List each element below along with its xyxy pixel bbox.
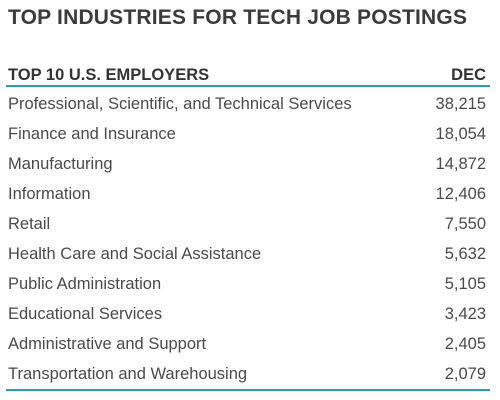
data-table: TOP 10 U.S. EMPLOYERS DEC Professional, … — [6, 55, 490, 391]
dec-value: 38,215 — [435, 94, 486, 113]
industry-label: Public Administration — [8, 274, 162, 293]
column-header-dec: DEC — [451, 66, 486, 84]
industry-label: Health Care and Social Assistance — [8, 244, 262, 263]
industry-label: Retail — [8, 214, 51, 233]
dec-value: 2,405 — [444, 334, 486, 353]
dec-value: 3,423 — [444, 304, 486, 323]
table-body: Professional, Scientific, and Technical … — [6, 87, 490, 391]
table-row: Professional, Scientific, and Technical … — [6, 89, 490, 119]
dec-value: 7,550 — [444, 214, 486, 233]
table-row: Administrative and Support 2,405 — [6, 329, 490, 359]
industry-label: Administrative and Support — [8, 334, 207, 353]
table-row: Transportation and Warehousing 2,079 — [6, 359, 490, 389]
column-header-employers: TOP 10 U.S. EMPLOYERS — [8, 66, 210, 84]
table-row: Health Care and Social Assistance 5,632 — [6, 239, 490, 269]
table-row: Finance and Insurance 18,054 — [6, 119, 490, 149]
industry-label: Transportation and Warehousing — [8, 364, 248, 383]
table-row: Educational Services 3,423 — [6, 299, 490, 329]
dec-value: 12,406 — [435, 184, 486, 203]
industry-label: Information — [8, 184, 91, 203]
dec-value: 5,105 — [444, 274, 486, 293]
table-row: Information 12,406 — [6, 179, 490, 209]
table-row: Manufacturing 14,872 — [6, 149, 490, 179]
dec-value: 5,632 — [444, 244, 486, 263]
dec-value: 2,079 — [444, 364, 486, 383]
chart-title: TOP INDUSTRIES FOR TECH JOB POSTINGS — [8, 6, 468, 29]
industry-label: Educational Services — [8, 304, 163, 323]
table-row: Retail 7,550 — [6, 209, 490, 239]
table-row: Public Administration 5,105 — [6, 269, 490, 299]
dec-value: 18,054 — [435, 124, 486, 143]
industry-label: Manufacturing — [8, 154, 113, 173]
table-header: TOP 10 U.S. EMPLOYERS DEC — [6, 55, 490, 87]
industry-label: Finance and Insurance — [8, 124, 176, 143]
dec-value: 14,872 — [435, 154, 486, 173]
industry-label: Professional, Scientific, and Technical … — [8, 94, 352, 113]
